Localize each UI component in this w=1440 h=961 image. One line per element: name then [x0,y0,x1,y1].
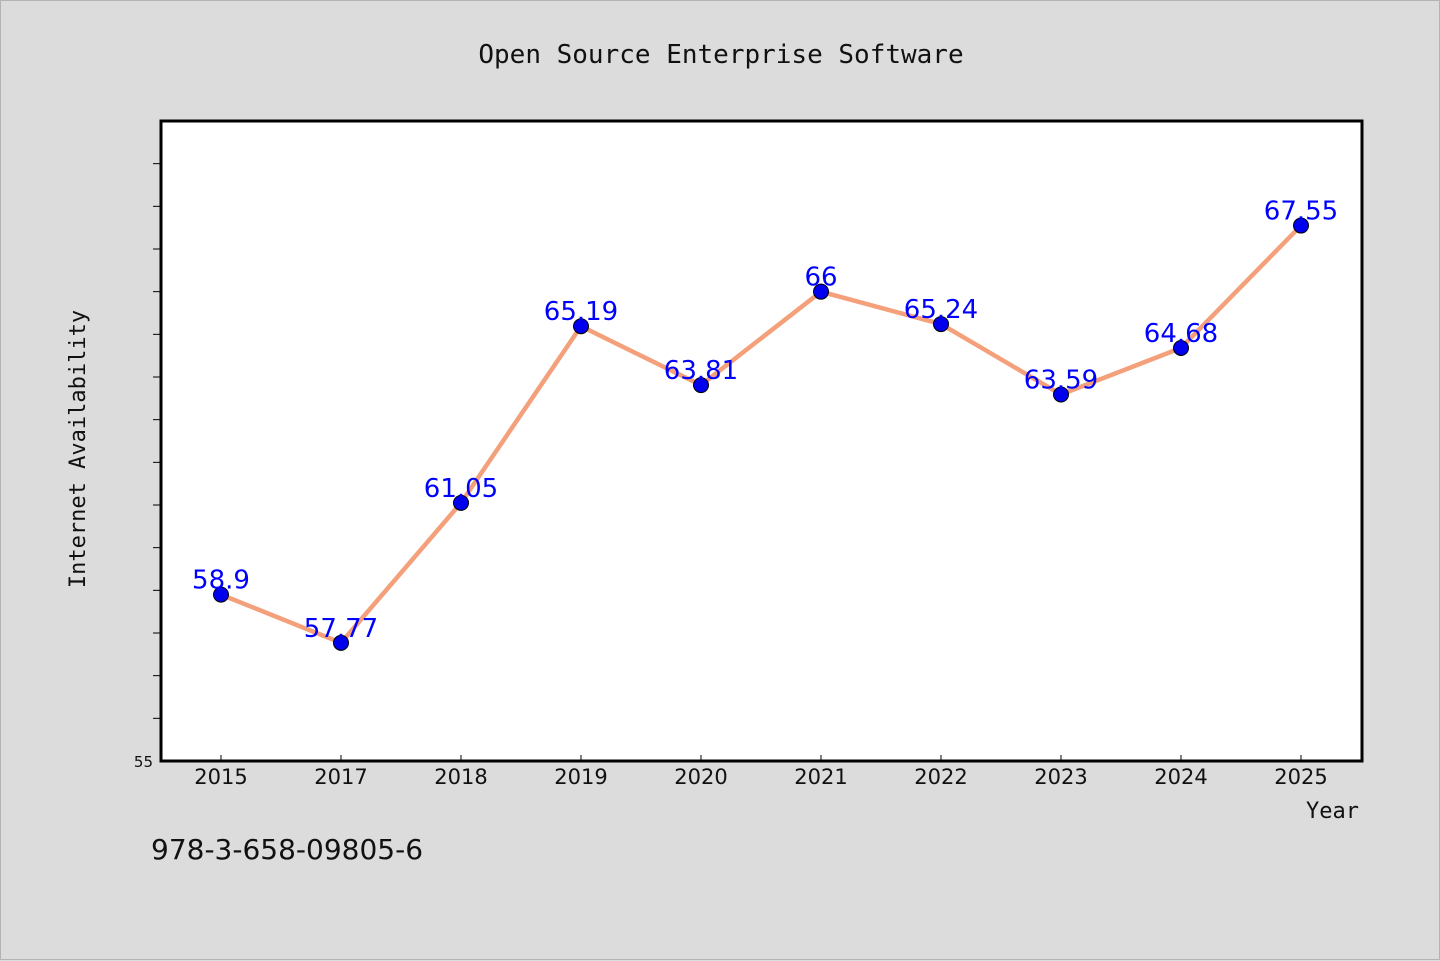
x-tick-label: 2022 [914,765,967,789]
isbn-text: 978-3-658-09805-6 [151,833,424,866]
data-label: 65.19 [544,297,618,327]
x-tick-label: 2023 [1034,765,1087,789]
data-point [213,586,229,603]
data-point [573,318,589,335]
data-label: 57.77 [304,614,378,644]
data-point [1293,217,1309,234]
data-point [813,283,829,300]
x-tick-label: 2015 [194,765,247,789]
data-label: 64.68 [1144,319,1218,349]
x-tick-label: 2024 [1154,765,1207,789]
x-tick-label: 2020 [674,765,727,789]
data-label: 58.9 [192,566,250,596]
series-line [218,223,1304,646]
data-labels: 58.9 57.77 61.05 65.19 63.81 66 65.24 63.59 64.6… [192,197,1338,644]
data-point [693,377,709,394]
y-axis: 55 [134,163,161,771]
data-label: 63.81 [664,356,738,386]
chart-title: Open Source Enterprise Software [478,40,963,70]
plot-area [159,119,1364,763]
data-point [1053,386,1069,403]
x-tick-label: 2025 [1274,765,1327,789]
series-markers [213,217,1309,651]
data-label: 63.59 [1024,365,1098,395]
data-point [453,494,469,511]
x-tick-label: 2019 [554,765,607,789]
x-tick-label: 2017 [314,765,367,789]
data-label: 65.24 [904,295,978,325]
data-label: 67.55 [1264,197,1338,227]
x-axis-label: Year [1306,799,1359,824]
x-tick-label: 2021 [794,765,847,789]
data-label: 66 [804,263,837,293]
data-point [1173,339,1189,356]
x-axis: 2015 2017 2018 2019 2020 2021 2022 2023 2024 2025 [194,755,1328,789]
data-label: 61.05 [424,474,498,504]
x-tick-label: 2018 [434,765,487,789]
data-point [933,316,949,333]
series-line-path [218,223,1304,646]
data-point [333,634,349,651]
y-tick-label: 55 [134,753,153,771]
y-axis-label: Internet Availability [66,310,91,588]
